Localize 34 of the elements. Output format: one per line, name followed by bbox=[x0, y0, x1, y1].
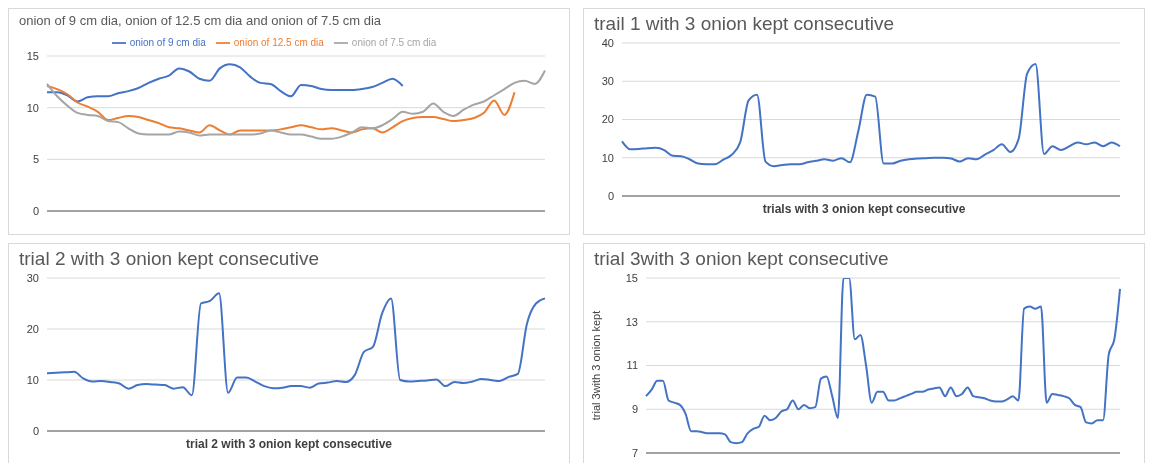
y-tick-label: 40 bbox=[601, 36, 614, 49]
y-tick-label: 10 bbox=[26, 373, 39, 386]
y-tick-label: 7 bbox=[631, 446, 638, 459]
legend-label: onion of 12.5 cm dia bbox=[233, 36, 324, 48]
line-series bbox=[645, 278, 1121, 445]
line-series bbox=[621, 63, 1121, 168]
y-tick-label: 0 bbox=[607, 189, 614, 202]
chart-title: onion of 9 cm dia, onion of 12.5 cm dia and onion of 7.5 cm dia bbox=[18, 12, 383, 30]
y-tick-label: 9 bbox=[631, 403, 638, 416]
legend-label: onion of 7.5 cm dia bbox=[351, 36, 437, 48]
y-tick-label: 0 bbox=[32, 424, 39, 437]
y-tick-label: 11 bbox=[626, 359, 638, 372]
line-series bbox=[46, 84, 516, 136]
x-axis-title: trial 2 with 3 onion kept consecutive bbox=[19, 248, 319, 269]
y-tick-label: 10 bbox=[26, 101, 39, 114]
legend-label: onion of 9 cm dia bbox=[129, 36, 206, 48]
y-tick-label: 30 bbox=[601, 75, 614, 88]
line-series bbox=[46, 292, 546, 397]
chart-title: trail 1 with 3 onion kept consecutive bbox=[594, 13, 894, 34]
line-series bbox=[46, 63, 404, 103]
y-tick-label: 5 bbox=[32, 153, 39, 166]
y-tick-label: 15 bbox=[26, 49, 39, 62]
y-tick-label: 10 bbox=[601, 151, 614, 164]
y-tick-label: 20 bbox=[26, 322, 39, 335]
y-tick-label: 13 bbox=[625, 315, 638, 328]
y-tick-label: 0 bbox=[32, 204, 39, 217]
y-tick-label: 30 bbox=[26, 271, 39, 284]
line-series bbox=[46, 69, 546, 140]
text: trial 2 with 3 onion kept consecutive bbox=[184, 437, 393, 451]
y-tick-label: 15 bbox=[625, 271, 638, 284]
chart-title: trial 3with 3 onion kept consecutive bbox=[594, 248, 889, 269]
y-tick-label: 20 bbox=[601, 113, 614, 126]
y-axis-title: trial 3with 3 onion kept bbox=[589, 310, 602, 421]
x-axis-title: trials with 3 onion kept consecutive bbox=[761, 202, 967, 216]
